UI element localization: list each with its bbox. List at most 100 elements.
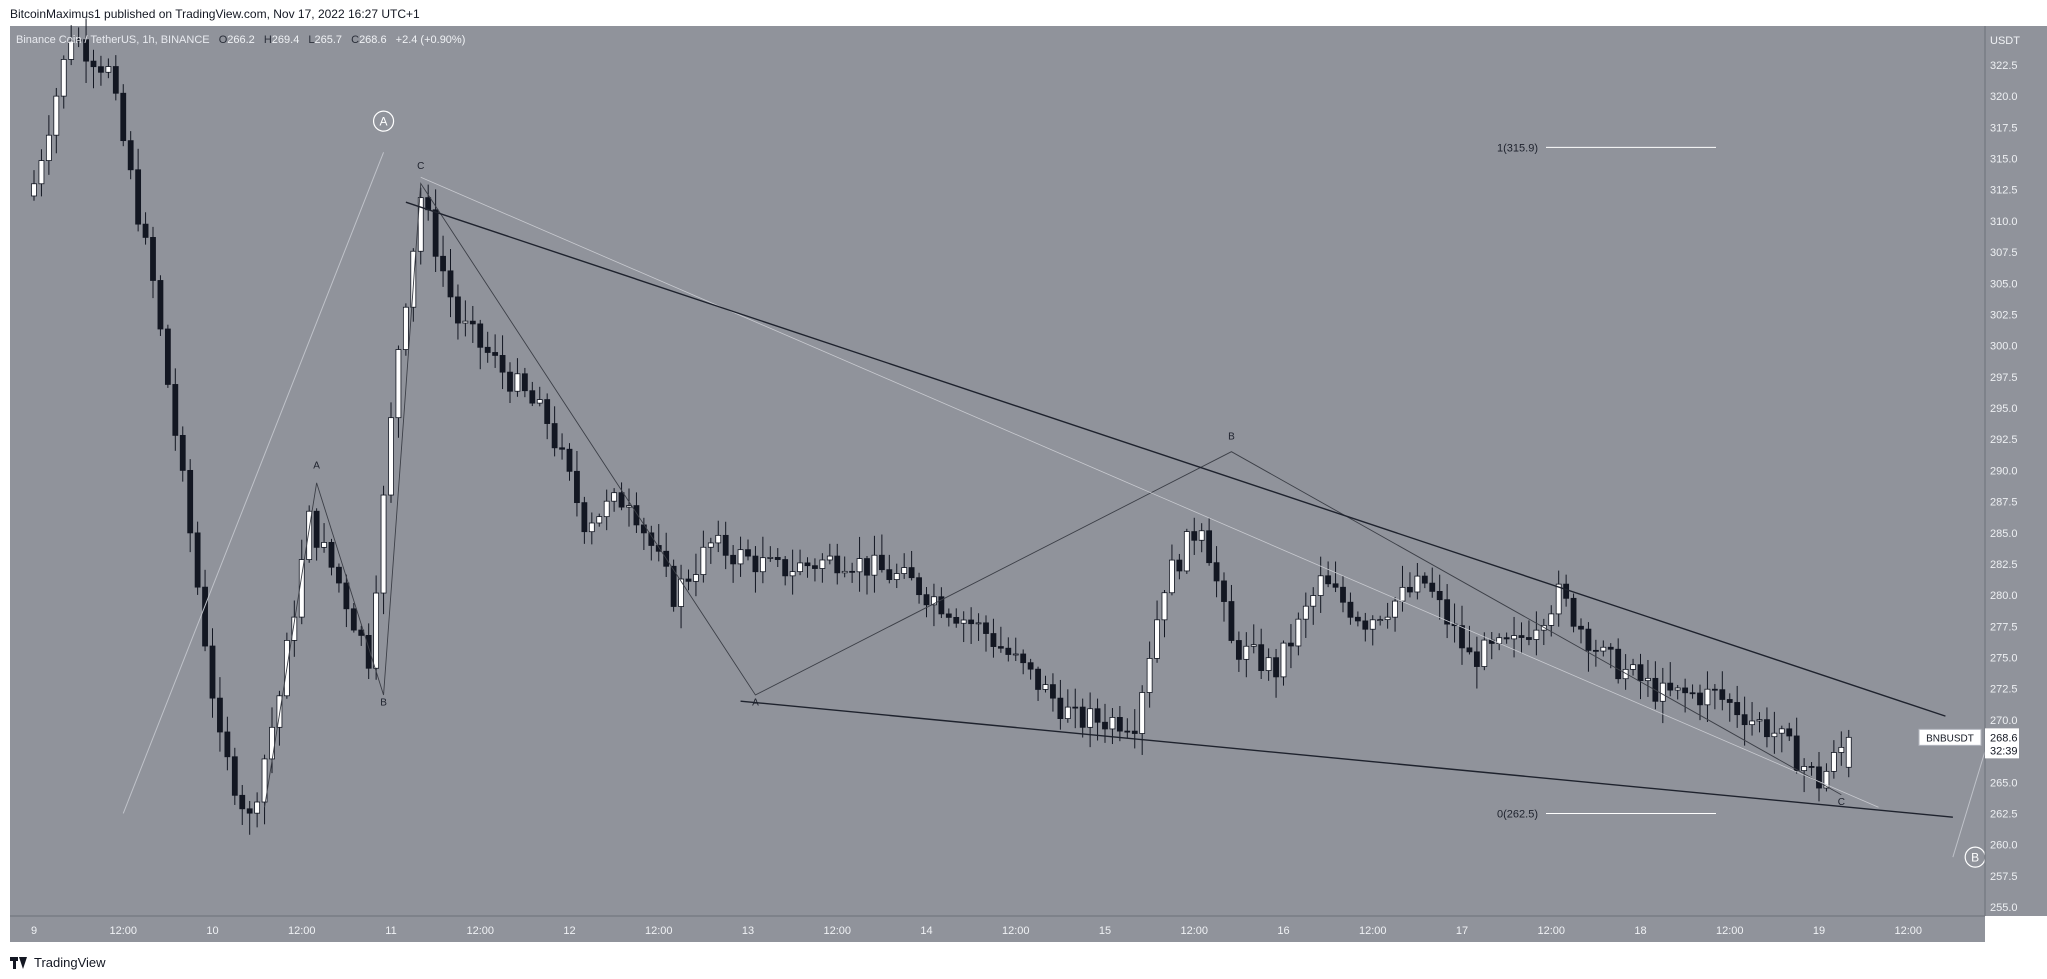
- candle-body: [834, 555, 841, 574]
- candle-body: [640, 524, 647, 534]
- candle-body: [1645, 677, 1651, 682]
- candle-body: [1585, 628, 1592, 651]
- candle-body: [328, 542, 335, 568]
- candle-body: [997, 646, 1004, 649]
- x-tick-label: 13: [742, 925, 754, 937]
- candle-body: [856, 558, 863, 573]
- candle-body: [1250, 644, 1257, 647]
- candle-body: [700, 546, 707, 575]
- candle-body: [1845, 736, 1852, 768]
- candle-body: [202, 586, 208, 647]
- candle-body: [707, 542, 714, 548]
- candle-body: [447, 270, 454, 298]
- price-tag[interactable]: [1985, 728, 2019, 759]
- candle-body: [774, 557, 781, 560]
- candle-body: [1042, 684, 1049, 690]
- candle-body: [529, 390, 536, 404]
- candle-body: [350, 608, 357, 631]
- candle-body: [1191, 531, 1198, 541]
- candle-body: [1637, 664, 1644, 682]
- y-tick-label: 302.5: [1990, 309, 2018, 321]
- candle-body: [373, 592, 380, 669]
- candle-body: [1072, 706, 1079, 709]
- candle-body: [1206, 530, 1213, 564]
- wave-label: A: [313, 460, 320, 471]
- x-tick-label: 16: [1277, 925, 1289, 937]
- wedge-trendline[interactable]: [740, 700, 1953, 818]
- candle-body: [410, 250, 417, 308]
- candle-body: [217, 697, 223, 733]
- symbol-tag[interactable]: [1918, 728, 1982, 746]
- candle-body: [1436, 590, 1443, 601]
- wedge-trendline[interactable]: [405, 201, 1946, 717]
- candle-body: [1302, 605, 1309, 620]
- candle-body: [1124, 730, 1131, 733]
- candle-body: [581, 502, 588, 533]
- candle-body: [1399, 586, 1406, 602]
- candle-body: [596, 516, 603, 524]
- candle-body: [1228, 601, 1235, 641]
- candle-body: [1154, 619, 1160, 659]
- candle-body: [1421, 575, 1428, 584]
- candle-body: [633, 505, 640, 526]
- x-tick-label: 12:00: [288, 925, 316, 937]
- candle-body: [1094, 708, 1101, 723]
- y-tick-label: 295.0: [1990, 403, 2018, 415]
- candle-body: [611, 492, 618, 502]
- candle-body: [31, 183, 37, 197]
- legend-close-label: C: [351, 34, 360, 46]
- candle-body: [1749, 720, 1755, 726]
- countdown: 32:39: [1990, 745, 2018, 757]
- candle-body: [1012, 653, 1019, 656]
- candle-body: [1734, 702, 1741, 716]
- candle-body: [1139, 692, 1146, 734]
- x-tick-label: 10: [206, 925, 218, 937]
- tradingview-logo-icon: [10, 956, 28, 969]
- candle-body: [224, 731, 231, 758]
- wave-label: C: [1838, 797, 1845, 808]
- candle-body: [164, 328, 171, 385]
- candle-body: [931, 596, 937, 606]
- price-tag-value: 268.6: [1990, 732, 2018, 744]
- y-tick-label: 300.0: [1990, 341, 2018, 353]
- candle-body: [1020, 653, 1027, 664]
- candle-body: [440, 255, 446, 272]
- candle-body: [1615, 648, 1622, 680]
- wave-label: B: [380, 697, 387, 708]
- candle-body: [983, 622, 989, 634]
- chart-area[interactable]: [10, 26, 1985, 916]
- candle-body: [417, 197, 424, 252]
- time-axis[interactable]: [10, 916, 1985, 942]
- candle-body: [68, 40, 75, 60]
- candle-body: [908, 567, 915, 579]
- candle-body: [1659, 682, 1666, 702]
- candle-body: [901, 567, 908, 574]
- candle-body: [499, 355, 506, 373]
- candle-body: [1808, 766, 1815, 768]
- candle-body: [1362, 620, 1369, 630]
- candle-body: [1667, 682, 1674, 691]
- candle-body: [574, 470, 580, 504]
- candle-body: [432, 209, 439, 257]
- tradingview-logo[interactable]: TradingView: [10, 955, 106, 970]
- candle-body: [916, 577, 922, 596]
- candle-body: [1369, 619, 1376, 630]
- candle-body: [1310, 595, 1317, 607]
- candle-body: [150, 237, 156, 281]
- candle-body: [1764, 719, 1770, 738]
- candle-body: [1005, 647, 1012, 655]
- candle-body: [1414, 575, 1421, 593]
- candle-body: [953, 616, 960, 624]
- candle-body: [878, 554, 885, 571]
- candle-body: [484, 346, 491, 353]
- y-tick-label: 307.5: [1990, 247, 2018, 259]
- candle-body: [462, 320, 469, 324]
- candle-body: [98, 66, 104, 73]
- price-axis[interactable]: [1985, 26, 2047, 916]
- candle-body: [923, 594, 930, 606]
- candle-body: [1622, 668, 1629, 680]
- legend-low: 265.7: [314, 34, 343, 46]
- candle-body: [544, 399, 551, 424]
- legend-symbol[interactable]: Binance Coin / TetherUS, 1h, BINANCE: [16, 34, 210, 46]
